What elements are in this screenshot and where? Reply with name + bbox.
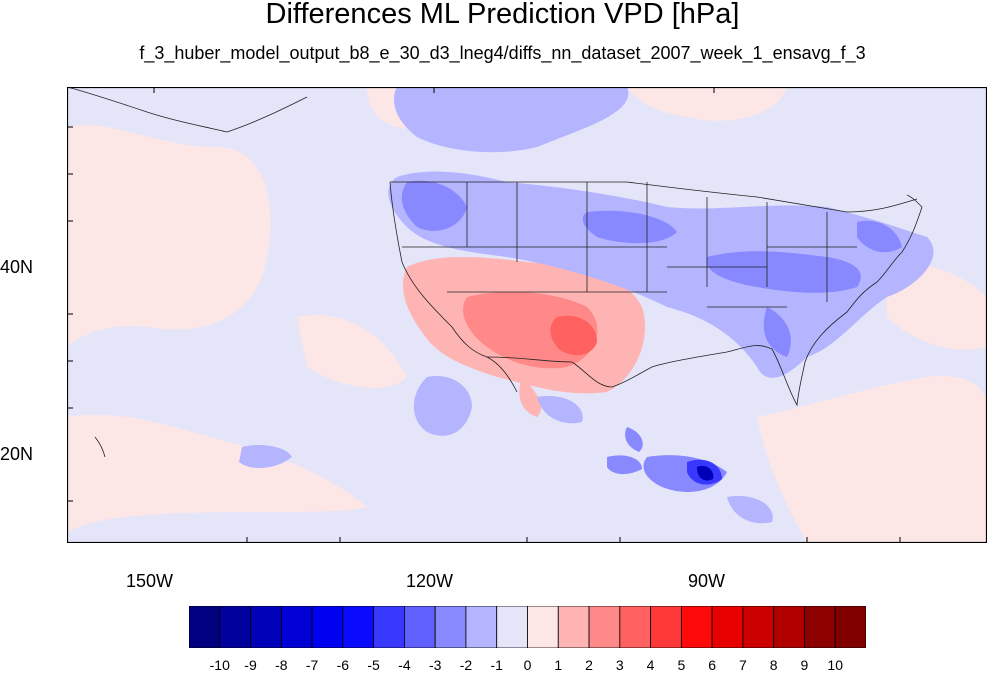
colorbar-tick-label: -6 <box>336 657 350 673</box>
colorbar-box <box>434 605 467 649</box>
map-subtitle: f_3_huber_model_output_b8_e_30_d3_lneg4/… <box>139 43 866 63</box>
colorbar-box <box>588 605 621 649</box>
colorbar-box <box>496 605 528 649</box>
colorbar-tick-label: 0 <box>523 657 532 673</box>
colorbar-box <box>619 605 651 649</box>
colorbar-box <box>250 605 282 649</box>
colorbar-box <box>527 605 559 649</box>
colorbar-box <box>557 605 590 649</box>
positive-southwest-region <box>402 257 646 417</box>
colorbar-box <box>342 605 375 649</box>
colorbar-tick-label: -5 <box>367 657 380 673</box>
colorbar-tick-label: 7 <box>739 657 747 673</box>
colorbar-box <box>188 605 221 649</box>
colorbar-tick-label: 4 <box>646 657 655 673</box>
colorbar-tick-label: -8 <box>275 657 288 673</box>
lon-label-150w: 150W <box>126 571 174 591</box>
colorbar-box <box>742 605 775 649</box>
lat-label-20n: 20N <box>0 444 34 464</box>
colorbar-box <box>804 605 836 649</box>
colorbar-box <box>280 605 313 649</box>
lat-label-40n: 40N <box>0 257 34 277</box>
coastlines-and-borders <box>67 87 923 458</box>
colorbar-box <box>711 605 744 649</box>
vpd-difference-map <box>67 87 987 543</box>
lon-label-90w: 90W <box>688 571 726 591</box>
colorbar-box <box>219 605 251 649</box>
colorbar-tick-label: 10 <box>827 657 843 673</box>
colorbar-tick-label: -7 <box>305 657 319 673</box>
colorbar-tick-label: 8 <box>769 657 778 673</box>
colorbar-box <box>373 605 405 649</box>
lon-label-120w: 120W <box>406 571 454 591</box>
colorbar-tick-label: 6 <box>708 657 717 673</box>
colorbar-box <box>773 605 805 649</box>
colorbar-tick-label: -2 <box>459 657 473 673</box>
map-ticks <box>67 87 901 543</box>
colorbar-box <box>650 605 682 649</box>
colorbar-box <box>404 605 436 649</box>
map-plot-area <box>67 87 987 543</box>
colorbar-tick-label: 5 <box>677 657 686 673</box>
colorbar-box <box>680 605 713 649</box>
colorbar-box <box>311 605 344 649</box>
colorbar-tick-label: -10 <box>209 657 230 673</box>
colorbar-tick-label: 1 <box>554 657 563 673</box>
colorbar-tick-label: -1 <box>490 657 503 673</box>
colorbar-tick-label: 9 <box>800 657 809 673</box>
colorbar-tick-label: 3 <box>615 657 624 673</box>
colorbar-tick-label: -3 <box>428 657 442 673</box>
colorbar-box <box>834 605 867 649</box>
colorbar-tick-label: -4 <box>398 657 411 673</box>
colorbar-boxes <box>188 605 867 649</box>
colorbar-tick-label: -9 <box>244 657 257 673</box>
negative-regions <box>239 87 934 524</box>
colorbar-box <box>465 605 498 649</box>
colorbar-tick-label: 2 <box>585 657 593 673</box>
colorbar <box>188 605 867 649</box>
map-title: Differences ML Prediction VPD [hPa] <box>265 0 740 30</box>
